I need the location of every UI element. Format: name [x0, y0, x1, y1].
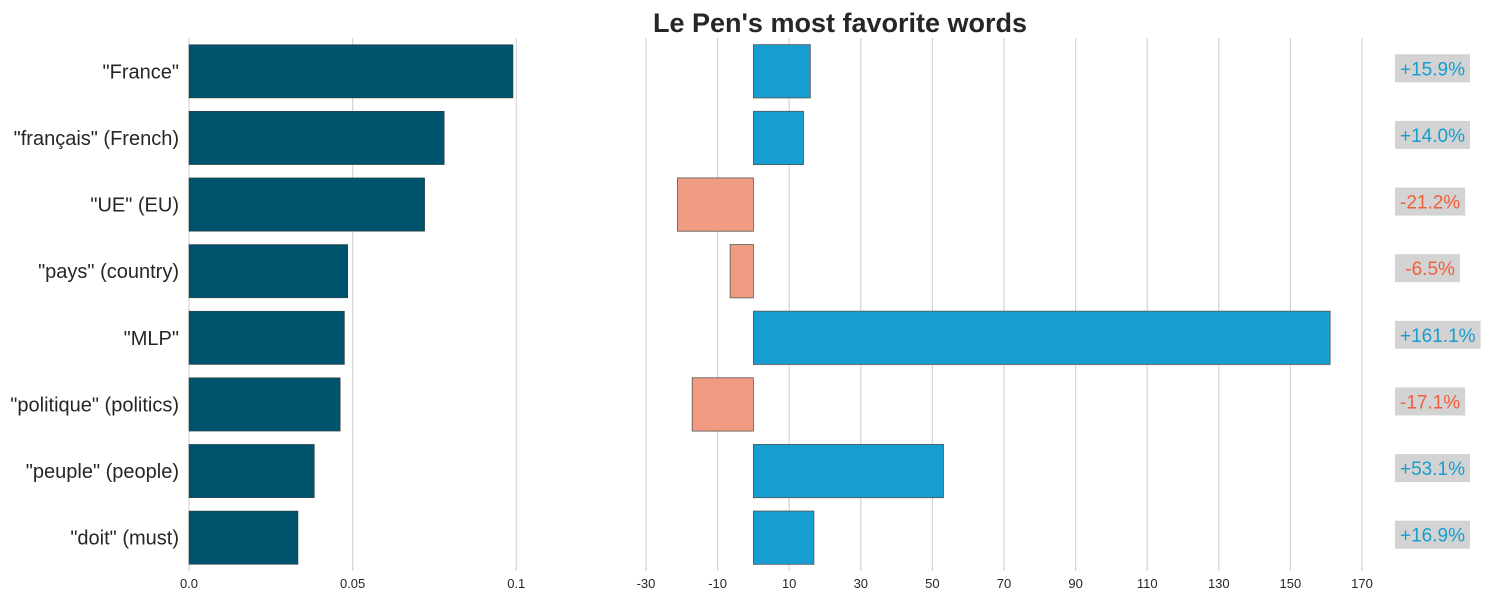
right-bar-2	[677, 177, 754, 232]
percent-annotation-text-1: +14.0%	[1400, 126, 1465, 147]
category-label-2: "UE" (EU)	[90, 195, 179, 217]
percent-annotation-2: -21.2%	[1395, 187, 1466, 216]
percent-change-labels: +15.9% +14.0% -21.2% -6.5% +161.1% -17.1% +53…	[1395, 54, 1481, 549]
left-bar-5	[188, 377, 341, 432]
percent-annotation-4: +161.1%	[1395, 320, 1481, 349]
right-tick-label-9: 150	[1280, 576, 1302, 591]
percent-annotation-bg-2	[1395, 187, 1466, 216]
percent-annotation-bg-4	[1395, 320, 1481, 349]
right-tick-label-8: 130	[1208, 576, 1230, 591]
percent-annotation-3: -6.5%	[1395, 254, 1460, 283]
right-bar-0	[753, 44, 811, 99]
right-tick-label-0: -30	[637, 576, 656, 591]
left-tick-label-2: 0.1	[507, 576, 525, 591]
right-bar-6	[753, 444, 944, 499]
percent-annotation-bg-1	[1395, 120, 1470, 149]
percent-annotation-7: +16.9%	[1395, 520, 1470, 549]
right-tick-label-4: 50	[925, 576, 939, 591]
right-panel-x-ticks: -30 -10 10 30 50 70 90 110 130 150 170	[637, 576, 1373, 591]
right-bar-7	[753, 510, 815, 565]
left-bar-1	[188, 111, 445, 165]
right-bar-4	[753, 310, 1331, 365]
category-label-4: "MLP"	[124, 328, 179, 350]
right-tick-label-2: 10	[782, 576, 796, 591]
percent-annotation-bg-0	[1395, 54, 1470, 83]
right-tick-label-3: 30	[854, 576, 868, 591]
percent-annotation-text-3: -6.5%	[1400, 259, 1455, 280]
left-bar-7	[188, 510, 299, 565]
left-panel-x-ticks: 0.0 0.05 0.1	[180, 576, 525, 591]
percent-annotation-bg-7	[1395, 520, 1470, 549]
percent-annotation-1: +14.0%	[1395, 120, 1470, 149]
percent-annotation-bg-3	[1395, 254, 1460, 283]
chart-title: Le Pen's most favorite words	[653, 8, 1027, 38]
category-label-5: "politique" (politics)	[10, 394, 179, 416]
right-tick-label-7: 110	[1137, 576, 1158, 591]
category-label-3: "pays" (country)	[38, 261, 179, 283]
percent-annotation-bg-5	[1395, 387, 1466, 416]
left-panel-bars	[188, 44, 514, 565]
percent-annotation-text-6: +53.1%	[1400, 459, 1465, 480]
right-bar-1	[753, 110, 804, 165]
right-tick-label-5: 70	[997, 576, 1011, 591]
percent-annotation-text-0: +15.9%	[1400, 59, 1465, 80]
left-bar-3	[188, 244, 348, 299]
right-tick-label-1: -10	[708, 576, 727, 591]
right-tick-label-10: 170	[1351, 576, 1373, 591]
left-bar-4	[188, 310, 345, 365]
percent-annotation-text-2: -21.2%	[1400, 193, 1460, 214]
right-bar-5	[691, 377, 754, 432]
category-label-0: "France"	[103, 61, 179, 83]
percent-annotation-6: +53.1%	[1395, 454, 1470, 483]
left-bar-6	[188, 444, 315, 498]
right-bar-3	[729, 244, 754, 299]
percent-annotation-0: +15.9%	[1395, 54, 1470, 83]
left-bar-2	[188, 177, 425, 232]
right-tick-label-6: 90	[1068, 576, 1082, 591]
percent-annotation-5: -17.1%	[1395, 387, 1466, 416]
percent-annotation-bg-6	[1395, 454, 1470, 483]
right-panel-bars	[677, 44, 1331, 565]
category-label-1: "français" (French)	[14, 128, 179, 150]
percent-annotation-text-5: -17.1%	[1400, 392, 1460, 413]
category-labels: "France" "français" (French) "UE" (EU) "pay…	[10, 61, 179, 549]
percent-annotation-text-4: +161.1%	[1400, 326, 1476, 347]
percent-annotation-text-7: +16.9%	[1400, 526, 1465, 547]
category-label-7: "doit" (must)	[70, 528, 179, 550]
left-tick-label-1: 0.05	[340, 576, 365, 591]
left-bar-0	[188, 44, 514, 99]
category-label-6: "peuple" (people)	[26, 461, 179, 483]
left-tick-label-0: 0.0	[180, 576, 198, 591]
